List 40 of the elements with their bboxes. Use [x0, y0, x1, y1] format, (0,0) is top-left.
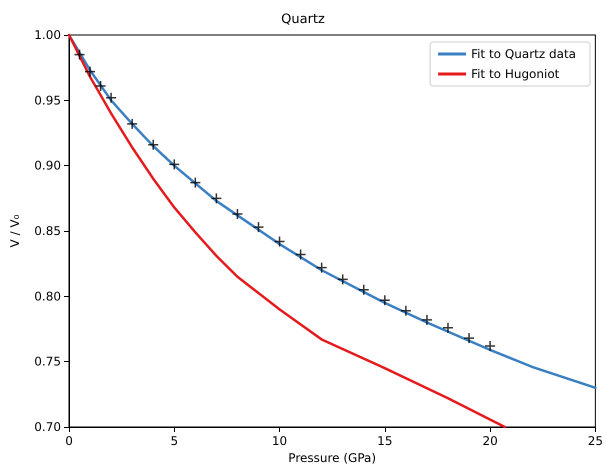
x-tick-label: 20	[482, 434, 498, 448]
point	[126, 118, 138, 130]
point	[421, 314, 433, 326]
point	[147, 139, 159, 151]
point	[294, 248, 306, 260]
point	[210, 192, 222, 204]
point	[168, 158, 180, 170]
y-axis-title: V / V₀	[8, 214, 22, 248]
point	[190, 176, 202, 188]
y-tick-label: 0.80	[34, 289, 61, 304]
point	[379, 294, 391, 306]
point	[84, 66, 96, 78]
x-axis-title: Pressure (GPa)	[288, 450, 376, 465]
point	[400, 304, 412, 316]
point	[74, 48, 86, 60]
point	[358, 284, 370, 296]
point	[336, 274, 348, 286]
y-tick-label: 1.00	[34, 28, 61, 42]
point	[463, 332, 475, 344]
legend-label: Fit to Hugoniot	[471, 67, 560, 81]
chart-title: Quartz	[281, 12, 326, 27]
x-tick-label: 10	[272, 434, 288, 448]
point	[274, 236, 286, 248]
x-tick-label: 15	[377, 434, 392, 448]
x-tick-label: 25	[588, 434, 604, 448]
y-tick-label: 0.75	[34, 354, 61, 369]
y-tick-label: 0.70	[34, 420, 61, 434]
point	[105, 92, 117, 104]
y-tick-label: 0.90	[34, 158, 61, 173]
point	[316, 262, 328, 274]
point	[232, 208, 244, 220]
y-tick-label: 0.85	[34, 224, 61, 238]
y-tick-label: 0.95	[34, 93, 61, 108]
legend-label: Fit to Quartz data	[471, 47, 576, 61]
x-tick-label: 5	[170, 434, 178, 448]
point	[442, 322, 454, 334]
point	[484, 340, 496, 352]
point	[94, 80, 106, 92]
x-tick-label: 0	[65, 434, 73, 448]
point	[252, 221, 264, 233]
